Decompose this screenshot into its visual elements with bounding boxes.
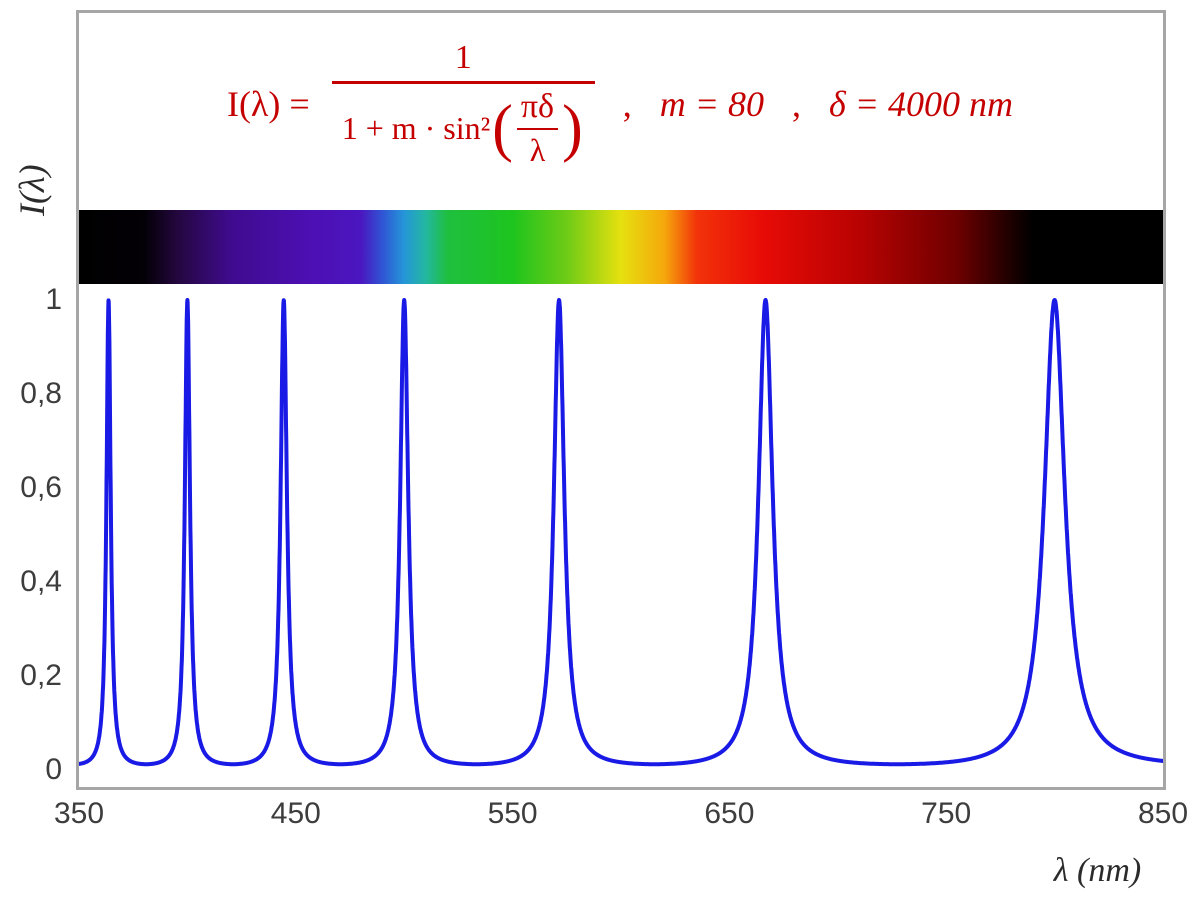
formula-fraction: 1 1 + m · sin² ( πδ λ ) [331,39,595,169]
inner-denominator: λ [529,132,546,168]
x-tick-label: 850 [1137,797,1189,830]
x-tick-label: 450 [270,797,321,830]
y-tick-label: 0,8 [20,377,62,410]
y-tick-label: 1 [45,283,62,316]
inner-fraction-bar [516,128,559,130]
separator-comma: , [622,84,632,124]
param-delta: δ = 4000 nm [829,84,1014,124]
formula-den-prefix: 1 + m · sin² [341,110,491,146]
y-axis-title: I(λ) [12,164,52,217]
left-paren: ( [492,91,513,164]
right-paren: ) [562,91,583,164]
formula-denominator: 1 + m · sin² ( πδ λ ) [332,88,595,169]
intensity-curve [79,298,1163,767]
y-tick-label: 0,2 [20,659,62,692]
formula-lhs: I(λ) = [226,84,310,124]
separator-comma: , [792,84,802,124]
x-tick-label: 750 [921,797,972,830]
fraction-bar [331,81,595,84]
inner-fraction: πδ λ [516,88,559,169]
param-m: m = 80 [659,84,765,124]
inner-numerator: πδ [520,88,555,125]
y-tick-label: 0 [45,753,62,786]
y-tick-label: 0,6 [20,471,62,504]
formula-numerator: 1 [454,39,472,76]
x-tick-label: 650 [704,797,755,830]
y-tick-label: 0,4 [20,565,62,598]
plot-frame [76,10,1166,790]
formula: I(λ) = 1 1 + m · sin² ( πδ λ ) , m = 80 … [88,28,1152,180]
visible-spectrum-bar [79,210,1163,284]
x-tick-label: 350 [53,797,105,830]
x-tick-label: 550 [487,797,538,830]
curve-plot [79,298,1163,767]
x-axis-title: λ (nm) [1053,852,1142,889]
